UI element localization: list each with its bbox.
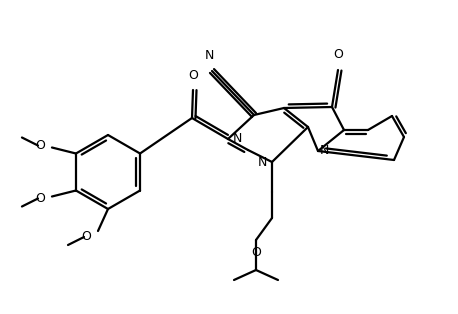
Text: O: O [35,139,45,152]
Text: N: N [233,133,242,145]
Text: O: O [35,192,45,205]
Text: N: N [320,144,329,158]
Text: N: N [257,155,267,169]
Text: O: O [81,230,91,243]
Text: O: O [333,48,343,61]
Text: N: N [204,49,214,62]
Text: O: O [251,246,261,258]
Text: O: O [188,69,198,82]
